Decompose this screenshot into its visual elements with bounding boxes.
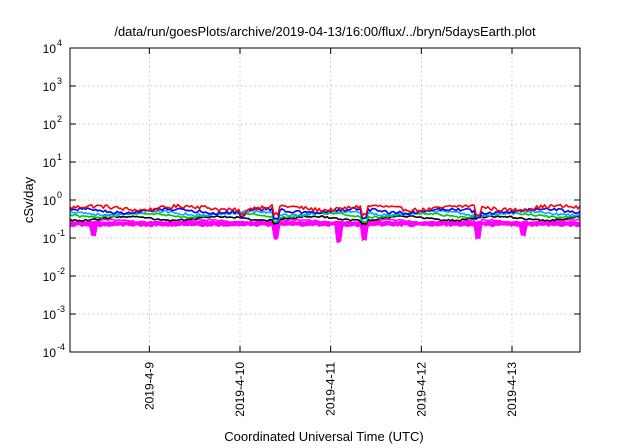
y-tick-exponent: -3 bbox=[57, 304, 65, 314]
y-tick-exponent: 0 bbox=[57, 190, 62, 200]
y-tick-label: 10 bbox=[43, 308, 57, 322]
series-line bbox=[69, 211, 581, 224]
x-tick-label: 2019-4-12 bbox=[414, 362, 428, 417]
x-tick-label: 2019-4-11 bbox=[324, 362, 338, 416]
y-tick-exponent: 2 bbox=[57, 114, 62, 124]
y-tick-label: 10 bbox=[43, 80, 57, 94]
band-fill bbox=[69, 220, 581, 244]
y-tick-exponent: -4 bbox=[57, 342, 65, 352]
y-tick-exponent: 4 bbox=[57, 38, 62, 48]
y-tick-label: 10 bbox=[43, 118, 57, 132]
y-tick-label: 10 bbox=[43, 270, 57, 284]
chart-title: /data/run/goesPlots/archive/2019-04-13/1… bbox=[114, 24, 536, 39]
y-tick-label: 10 bbox=[43, 194, 57, 208]
band-layer bbox=[69, 220, 581, 244]
grid bbox=[70, 48, 580, 352]
y-tick-label: 10 bbox=[43, 346, 57, 360]
y-tick-exponent: 3 bbox=[57, 76, 62, 86]
series-line bbox=[69, 218, 581, 241]
series-layer bbox=[69, 203, 581, 241]
y-tick-exponent: 1 bbox=[57, 152, 62, 162]
y-tick-label: 10 bbox=[43, 156, 57, 170]
x-axis-label: Coordinated Universal Time (UTC) bbox=[224, 429, 423, 444]
series-line bbox=[69, 215, 581, 225]
y-tick-label: 10 bbox=[43, 42, 57, 56]
x-axis: 2019-4-9 2019-4-10 2019-4-11 2019-4-12 2019-… bbox=[142, 48, 519, 417]
y-tick-exponent: -2 bbox=[57, 266, 65, 276]
y-axis-label: cSv/day bbox=[21, 176, 36, 223]
y-tick-label: 10 bbox=[43, 232, 57, 246]
x-tick-label: 2019-4-10 bbox=[233, 362, 247, 417]
x-tick-label: 2019-4-9 bbox=[142, 362, 156, 410]
series-line bbox=[69, 203, 581, 217]
x-tick-label: 2019-4-13 bbox=[505, 362, 519, 417]
y-tick-exponent: -1 bbox=[57, 228, 65, 238]
